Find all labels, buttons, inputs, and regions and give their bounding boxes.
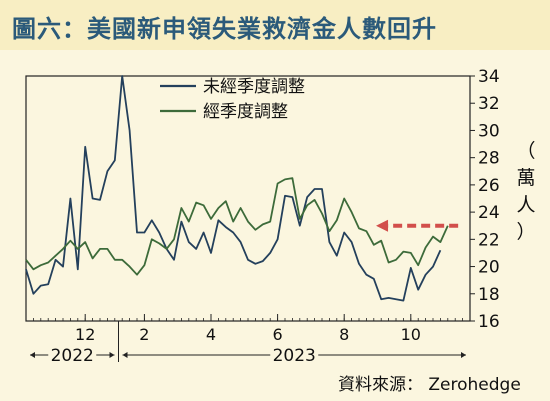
legend-label: 經季度調整 [203,102,288,122]
y-axis-unit-char: （ [516,140,536,162]
y-axis-unit-char: 萬 [516,167,536,189]
year-span-arrowhead [30,352,35,358]
year-span-arrowhead [122,352,128,358]
title-band: 圖六：美國新申領失業救濟金人數回升 [0,0,550,50]
y-tick-label: 32 [478,94,500,114]
x-tick-label: 6 [273,325,283,344]
x-tick-label: 12 [75,325,95,344]
x-tick-label: 4 [206,325,216,344]
x-tick-label: 10 [401,325,421,344]
x-tick-label: 2 [139,325,149,344]
y-tick-label: 22 [478,230,500,250]
legend-label: 未經季度調整 [203,77,305,97]
y-axis-unit-label: （ 萬 人 ） [514,138,538,246]
series-line-nsa [25,75,442,302]
series-line-sa [25,177,449,276]
year-label: 2023 [273,346,316,366]
y-axis-unit-char: ） [516,221,536,243]
y-axis-unit-char: 人 [516,194,536,216]
x-tick-label: 8 [339,325,349,344]
y-tick-label: 34 [478,67,500,87]
source-note: 資料來源： Zerohedge [338,375,521,395]
year-label: 2022 [51,346,94,366]
year-span-arrowhead [109,352,115,358]
y-tick-label: 30 [478,121,500,141]
y-tick-label: 18 [478,285,500,305]
y-tick-label: 28 [478,149,500,169]
y-tick-label: 20 [478,258,500,278]
annotation-arrowhead [376,219,389,232]
year-span-arrowhead [461,352,466,358]
plot-area [0,50,550,401]
y-tick-label: 24 [478,203,500,223]
y-tick-label: 26 [478,176,500,196]
chart-title: 圖六：美國新申領失業救濟金人數回升 [12,15,437,43]
y-tick-label: 16 [478,312,500,332]
